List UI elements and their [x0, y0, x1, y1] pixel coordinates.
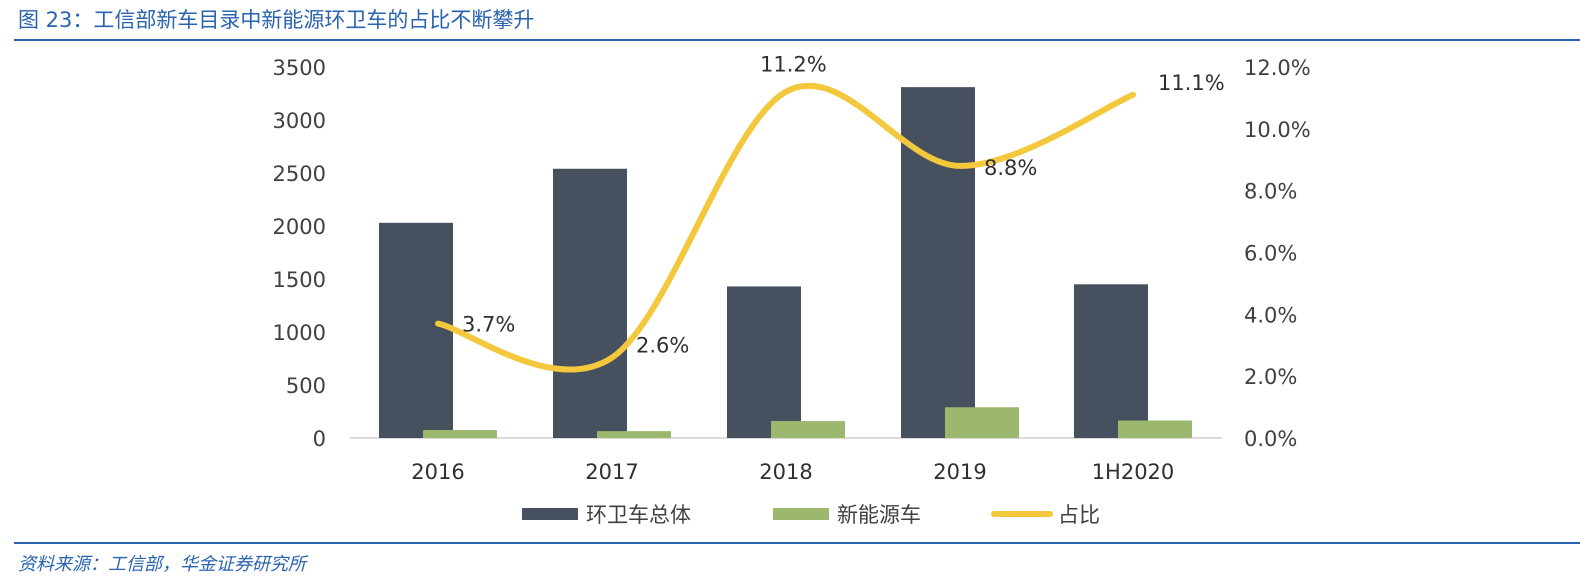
bar-nev	[771, 421, 845, 438]
legend-label: 占比	[1058, 503, 1100, 527]
line-layer	[435, 82, 1136, 373]
title-divider	[14, 39, 1580, 41]
ratio-data-label: 8.8%	[984, 156, 1037, 180]
x-tick-label: 2019	[933, 460, 986, 484]
bar-nev	[1118, 420, 1192, 438]
y-left-tick-label: 500	[286, 374, 326, 398]
y-left-tick-label: 1000	[273, 321, 326, 345]
y-right-tick-label: 10.0%	[1244, 118, 1311, 142]
x-tick-label: 2016	[411, 460, 464, 484]
x-tick-label: 1H2020	[1092, 460, 1175, 484]
bar-nev	[423, 430, 497, 438]
ratio-data-label: 11.1%	[1158, 71, 1225, 95]
y-right-tick-label: 12.0%	[1244, 56, 1311, 80]
legend-swatch	[773, 508, 829, 520]
legend-label: 环卫车总体	[586, 503, 691, 527]
bar-total	[901, 87, 975, 438]
source-note: 资料来源：工信部，华金证券研究所	[18, 554, 306, 575]
y-left-tick-label: 3000	[273, 109, 326, 133]
y-right-tick-label: 8.0%	[1244, 180, 1297, 204]
legend: 环卫车总体 新能源车 占比	[522, 503, 1100, 527]
legend-label: 新能源车	[837, 503, 921, 527]
data-labels-layer: 3.7% 2.6% 11.2% 8.8% 11.1%	[462, 53, 1225, 358]
y-right-tick-label: 0.0%	[1244, 427, 1297, 451]
y-left-tick-label: 2000	[273, 215, 326, 239]
x-tick-label: 2018	[759, 460, 812, 484]
ratio-data-label: 11.2%	[760, 53, 827, 77]
bars-layer	[379, 87, 1192, 438]
y-left-tick-label: 3500	[273, 56, 326, 80]
y-right-tick-label: 4.0%	[1244, 303, 1297, 327]
bar-nev	[945, 407, 1019, 438]
ratio-data-label: 2.6%	[636, 334, 689, 358]
y-right-tick-label: 2.0%	[1244, 365, 1297, 389]
x-tick-label: 2017	[585, 460, 638, 484]
ratio-line	[435, 82, 1136, 373]
ratio-data-label: 3.7%	[462, 313, 515, 337]
y-right-tick-label: 6.0%	[1244, 242, 1297, 266]
footer-divider	[14, 542, 1580, 544]
page-title: 图 23：工信部新车目录中新能源环卫车的占比不断攀升	[18, 8, 535, 32]
y-left-tick-label: 1500	[273, 268, 326, 292]
legend-swatch	[522, 508, 578, 520]
y-left-tick-label: 2500	[273, 162, 326, 186]
y-left-tick-label: 0	[313, 427, 326, 451]
axes-layer: 0 500 1000 1500 2000 2500 3000 3500 0.0% 2.0% 4.0%…	[273, 56, 1311, 484]
bar-nev	[597, 431, 671, 438]
bar-total	[553, 168, 627, 438]
bar-total	[727, 286, 801, 438]
bar-total	[379, 222, 453, 438]
bar-total	[1074, 284, 1148, 438]
